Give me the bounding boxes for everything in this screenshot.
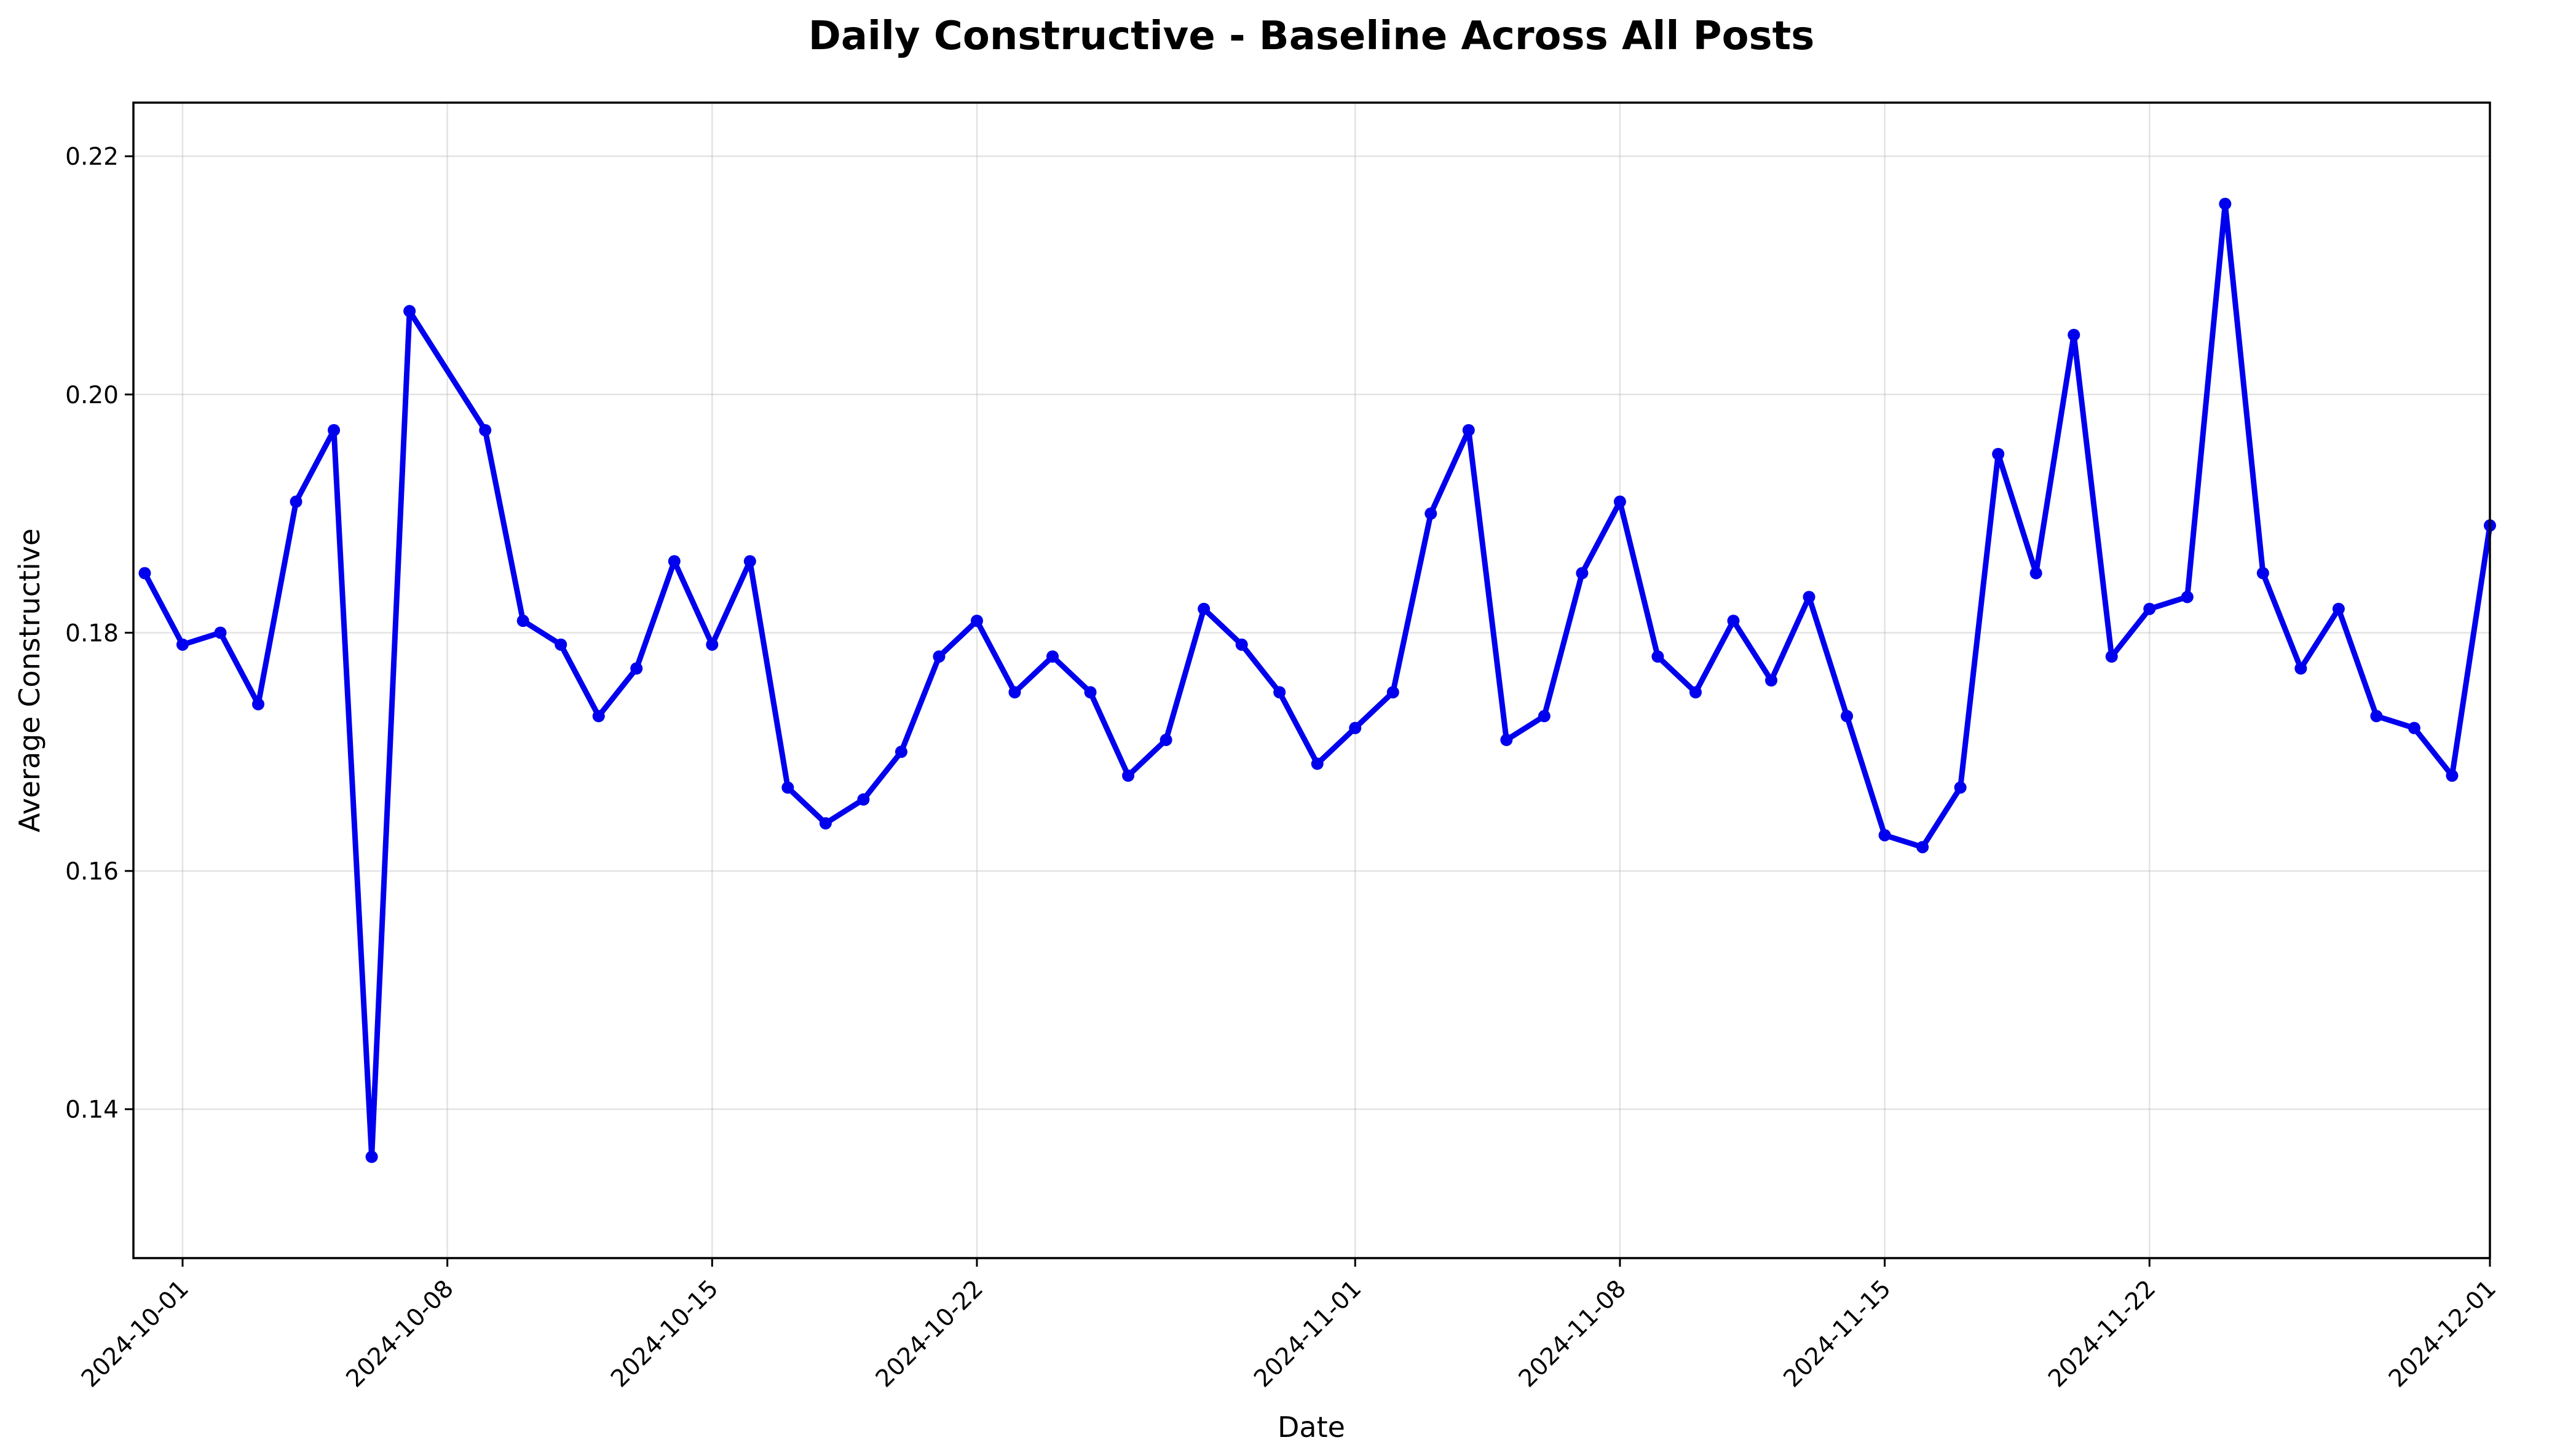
data-point	[1727, 615, 1740, 628]
data-point	[2181, 591, 2194, 604]
data-point	[403, 305, 416, 318]
data-point	[1916, 841, 1929, 854]
data-point	[1424, 507, 1437, 520]
data-point	[1462, 423, 1475, 436]
y-tick-label: 0.14	[65, 1096, 119, 1124]
data-point	[971, 615, 983, 628]
data-point	[630, 662, 643, 675]
data-point	[1878, 828, 1891, 841]
data-point	[895, 746, 907, 758]
data-point	[668, 555, 681, 568]
data-point	[1198, 602, 1211, 615]
data-point	[555, 638, 567, 651]
data-point	[1651, 650, 1664, 663]
data-point	[214, 626, 227, 639]
data-point	[1122, 769, 1135, 782]
plot-frame	[132, 101, 2491, 1259]
data-point	[2219, 197, 2232, 210]
data-point	[2446, 769, 2459, 782]
data-point	[2029, 567, 2042, 580]
data-point	[1500, 733, 1513, 746]
data-point	[2105, 650, 2118, 663]
data-point	[743, 555, 756, 568]
data-point	[1349, 722, 1362, 734]
data-point	[1008, 686, 1021, 699]
x-axis-label: Date	[1278, 1411, 1345, 1444]
data-point	[2408, 722, 2420, 734]
data-point	[2068, 328, 2080, 341]
y-tick-label: 0.20	[65, 382, 119, 409]
data-point	[1386, 686, 1399, 699]
data-point	[479, 423, 492, 436]
y-axis-label: Average Constructive	[13, 529, 46, 833]
y-tick-label: 0.18	[65, 620, 119, 647]
data-point	[2332, 602, 2345, 615]
y-tick-label: 0.16	[65, 858, 119, 886]
data-point	[1689, 686, 1702, 699]
data-point	[1841, 710, 1854, 723]
data-point	[1992, 447, 2005, 460]
data-point	[1084, 686, 1097, 699]
data-point	[2370, 710, 2383, 723]
data-point	[2256, 567, 2269, 580]
data-point	[328, 423, 341, 436]
data-point	[1576, 567, 1589, 580]
data-point	[1311, 757, 1324, 770]
data-point	[819, 817, 832, 830]
data-point	[1538, 710, 1551, 723]
chart-title: Daily Constructive - Baseline Across All…	[808, 14, 1815, 59]
data-point	[176, 638, 189, 651]
data-point	[290, 495, 302, 508]
data-point	[592, 710, 605, 723]
data-layer	[138, 197, 2496, 1163]
y-tick-label: 0.22	[65, 143, 119, 171]
series-line	[141, 201, 2493, 1160]
data-point	[252, 698, 265, 710]
data-point	[781, 781, 794, 794]
data-point	[2294, 662, 2307, 675]
data-point	[365, 1151, 378, 1163]
data-point	[1954, 781, 1967, 794]
data-point	[516, 615, 529, 628]
data-point	[933, 650, 946, 663]
data-point	[1273, 686, 1286, 699]
data-point	[1046, 650, 1059, 663]
data-point	[2143, 602, 2156, 615]
data-point	[1235, 638, 1248, 651]
data-point	[1765, 674, 1778, 687]
data-point	[1613, 495, 1626, 508]
data-point	[857, 793, 870, 806]
data-point	[138, 567, 151, 580]
data-point	[706, 638, 719, 651]
data-point	[1803, 591, 1815, 604]
data-point	[1160, 733, 1172, 746]
